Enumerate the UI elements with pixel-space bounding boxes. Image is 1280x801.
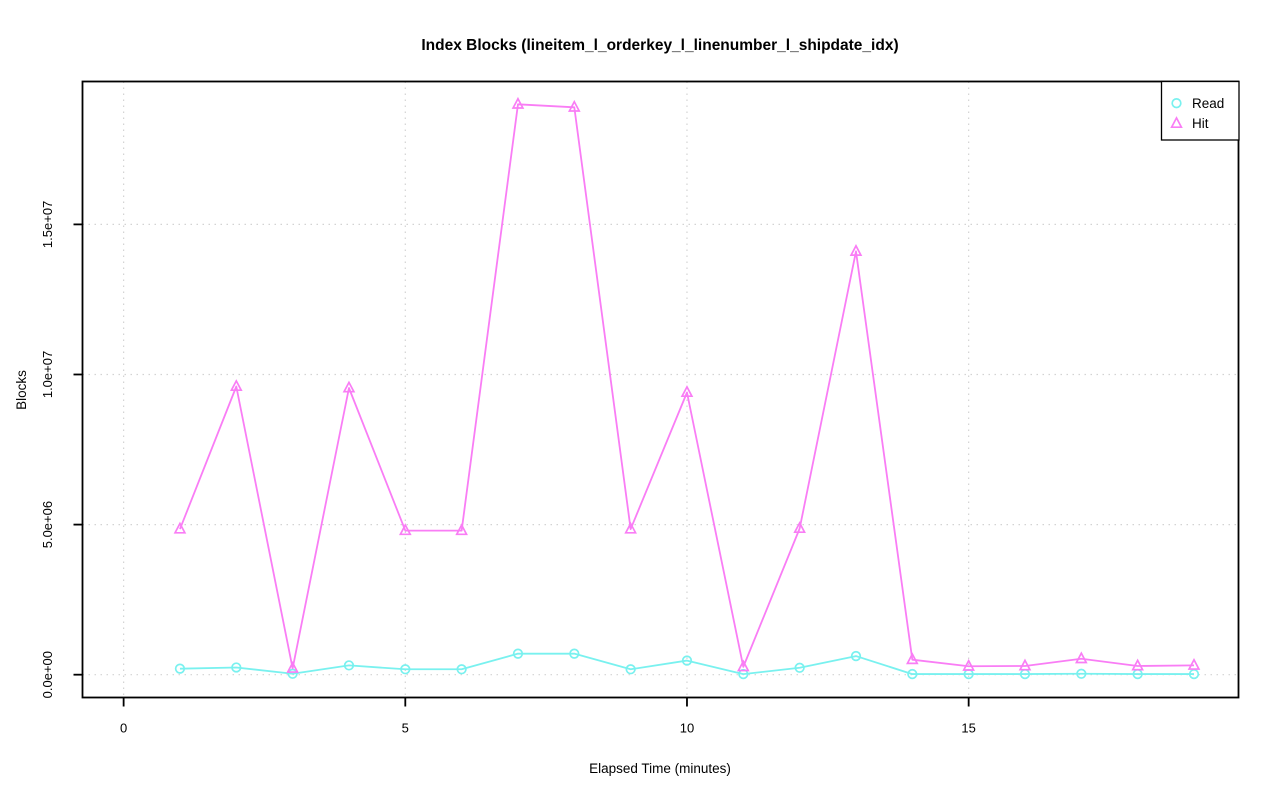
legend-read-marker	[1171, 98, 1182, 109]
x-tick-labels: 0 5 10 15	[120, 721, 976, 736]
circle-marker	[456, 664, 467, 675]
triangle-marker	[906, 652, 919, 665]
triangle-marker	[1131, 658, 1144, 671]
triangle-marker	[173, 521, 187, 534]
y-axis-ticks	[73, 223, 83, 676]
legend-hit-marker	[1170, 116, 1183, 129]
series-layer	[173, 96, 1201, 680]
circle-marker	[174, 663, 186, 674]
circle-marker	[400, 664, 411, 675]
plot-box	[81, 80, 1240, 699]
legend-label-hit: Hit	[1192, 116, 1209, 131]
y-axis-title: Blocks	[14, 370, 29, 410]
legend-markers	[1170, 98, 1183, 129]
y-tick-label: 5.0e+06	[40, 501, 55, 548]
circle-marker	[512, 648, 524, 659]
triangle-marker	[793, 521, 806, 534]
circle-marker	[569, 648, 580, 659]
y-tick-label: 1.0e+07	[40, 351, 55, 398]
circle-marker	[794, 662, 805, 673]
triangle-marker	[737, 659, 750, 672]
triangle-marker	[1075, 651, 1088, 664]
x-tick-label: 0	[120, 721, 127, 736]
circle-marker	[907, 668, 918, 680]
triangle-marker	[398, 523, 412, 536]
y-tick-label: 0.0e+00	[40, 651, 55, 698]
circle-marker	[850, 650, 862, 662]
gridlines	[82, 81, 1239, 698]
x-tick-label: 10	[680, 721, 694, 736]
triangle-marker	[511, 96, 525, 109]
triangle-marker	[680, 385, 694, 398]
circle-marker	[625, 664, 636, 675]
triangle-marker	[567, 99, 581, 112]
triangle-marker	[342, 380, 356, 393]
y-tick-labels: 0.0e+00 5.0e+06 1.0e+07 1.5e+07	[40, 201, 55, 699]
triangle-marker	[849, 243, 863, 256]
series-hit	[173, 96, 1201, 673]
circle-marker	[287, 668, 298, 679]
triangle-marker	[624, 521, 637, 534]
x-axis-title: Elapsed Time (minutes)	[589, 761, 731, 776]
legend-label-read: Read	[1192, 96, 1224, 111]
chart-title: Index Blocks (lineitem_l_orderkey_l_line…	[421, 37, 898, 54]
triangle-marker	[1187, 657, 1201, 670]
circle-marker	[231, 662, 242, 673]
circle-marker	[343, 660, 355, 671]
triangle-marker	[1018, 658, 1032, 671]
series-read	[174, 648, 1200, 680]
triangle-marker	[962, 658, 975, 671]
x-axis-ticks	[122, 697, 970, 707]
x-tick-label: 5	[402, 721, 409, 736]
triangle-marker	[455, 523, 468, 536]
legend-box	[1160, 80, 1240, 141]
triangle-marker	[286, 660, 299, 673]
circle-marker	[681, 655, 693, 666]
triangle-marker	[229, 379, 243, 392]
series-line-hit	[179, 103, 1195, 670]
circle-marker	[1076, 668, 1087, 679]
x-tick-label: 15	[961, 721, 975, 736]
y-tick-label: 1.5e+07	[40, 201, 55, 248]
legend: Read Hit	[1160, 80, 1240, 141]
series-line-read	[179, 652, 1194, 675]
